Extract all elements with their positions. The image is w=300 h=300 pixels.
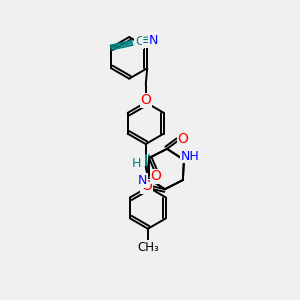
Text: C: C (135, 35, 144, 48)
Text: O: O (141, 179, 152, 193)
Text: O: O (140, 93, 151, 107)
Text: NH: NH (181, 150, 200, 163)
Text: H: H (131, 157, 141, 170)
Text: ≡: ≡ (142, 34, 153, 47)
Text: O: O (177, 132, 188, 146)
Text: CH₃: CH₃ (137, 241, 159, 254)
Text: O: O (150, 169, 161, 183)
Text: N: N (149, 34, 158, 46)
Text: N: N (138, 174, 147, 187)
